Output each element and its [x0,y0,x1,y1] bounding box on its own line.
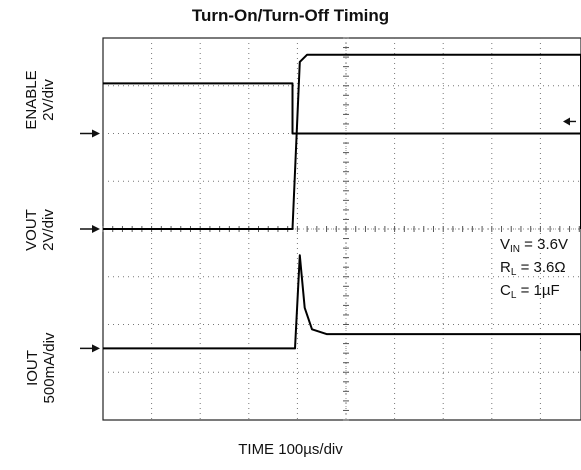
cl-symbol: C [500,282,511,299]
cl-subscript: L [510,290,517,301]
channel-scale-iout: 500mA/div [41,332,58,404]
ground-marker-arrow-vout [92,225,100,233]
cl-value: = 1µF [516,282,560,299]
channel-scale-vout: 2V/div [40,209,57,251]
channel-label-enable: ENABLE 2V/div [23,61,59,139]
rl-value: = 3.6Ω [516,259,566,276]
channel-label-iout: IOUT 500mA/div [24,322,60,414]
annotation-vin: VIN = 3.6V [500,236,568,255]
ground-marker-arrow-iout [92,344,100,353]
vin-subscript: IN [510,244,521,255]
channel-name-vout: VOUT [23,209,40,251]
rl-symbol: R [500,259,511,276]
trigger-marker [563,117,570,126]
vin-value: = 3.6V [520,236,568,253]
channel-name-iout: IOUT [24,350,41,386]
channel-scale-enable: 2V/div [40,79,57,121]
annotation-cl: CL = 1µF [500,282,560,301]
trace-iout [103,254,581,351]
ground-marker-arrow-enable [92,129,100,138]
vin-symbol: V [500,236,511,253]
rl-subscript: L [510,267,517,278]
channel-label-vout: VOUT 2V/div [23,191,59,269]
x-axis-label: TIME 100µs/div [238,441,343,458]
trace-enable [103,82,581,135]
chart-title: Turn-On/Turn-Off Timing [191,6,390,25]
annotation-rl: RL = 3.6Ω [500,259,566,278]
trace-vout [103,53,581,230]
channel-name-enable: ENABLE [23,70,40,130]
